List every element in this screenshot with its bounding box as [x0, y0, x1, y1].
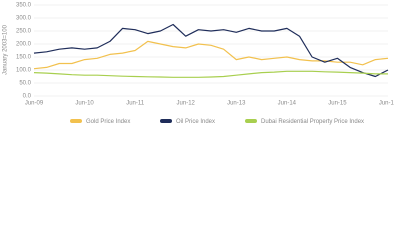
- x-tick-label: Jun-13: [227, 101, 246, 107]
- chart: January 2003=100 0.0 50.0 100.0 150.0 200.0 2…: [3, 3, 394, 126]
- legend-label: Dubai Residential Property Price Index: [261, 119, 364, 125]
- y-tick-label: 350.0: [16, 3, 32, 9]
- x-tick-label: Jun-15: [328, 101, 347, 107]
- legend-swatch: [245, 119, 257, 123]
- legend-label: Gold Price Index: [86, 119, 130, 125]
- y-tick-label: 250.0: [16, 29, 32, 35]
- data-line: [33, 23, 389, 78]
- data-line: [33, 40, 389, 70]
- legend-swatch: [160, 119, 172, 123]
- y-tick-label: 150.0: [16, 55, 32, 61]
- y-tick-label: 0.0: [23, 94, 32, 100]
- y-tick-label: 100.0: [16, 68, 32, 74]
- legend-label: Oil Price Index: [176, 119, 215, 125]
- x-tick-label: Jun-14: [278, 101, 297, 107]
- y-tick-label: 200.0: [16, 42, 32, 48]
- legend-swatch: [70, 119, 82, 123]
- x-tick-label: Jun-11: [126, 101, 145, 107]
- x-tick-label: Jun-16: [379, 101, 394, 107]
- x-tick-label: Jun-10: [75, 101, 94, 107]
- x-tick-label: Jun-12: [177, 101, 196, 107]
- y-tick-label: 50.0: [19, 81, 31, 87]
- y-axis-label: January 2003=100: [3, 24, 9, 75]
- y-tick-label: 300.0: [16, 16, 32, 22]
- data-line: [33, 70, 388, 78]
- x-tick-label: Jun-09: [25, 101, 44, 107]
